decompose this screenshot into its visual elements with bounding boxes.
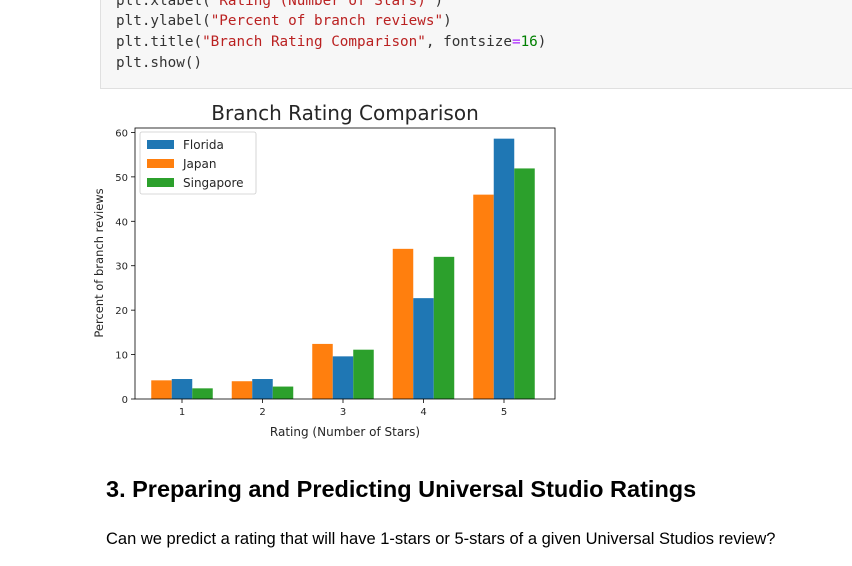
x-tick-label: 4 (420, 407, 426, 418)
code-token: ) (443, 13, 452, 29)
y-tick-label: 30 (115, 262, 128, 273)
y-axis-label: Percent of branch reviews (92, 188, 106, 337)
y-tick-label: 0 (122, 395, 128, 406)
chart-title: Branch Rating Comparison (211, 101, 479, 125)
code-token: ) (434, 0, 444, 9)
code-token: "Branch Rating Comparison" (202, 34, 426, 50)
code-token: "Percent of branch reviews" (210, 13, 444, 29)
plot-frame (134, 127, 556, 400)
code-token: plt.xlabel( (116, 0, 211, 9)
code-line: plt.ylabel("Percent of branch reviews") (116, 11, 452, 31)
y-tick-label: 20 (115, 306, 128, 317)
bar-japan-2 (231, 381, 253, 399)
y-tick-label: 40 (115, 217, 128, 228)
code-token: "Rating (Number of Stars)" (210, 0, 435, 9)
code-cell[interactable]: plt.xlabel("Rating (Number of Stars)") p… (100, 0, 852, 89)
section-heading: 3. Preparing and Predicting Universal St… (106, 476, 697, 502)
x-axis-label: Rating (Number of Stars) (270, 425, 420, 439)
legend-label-florida: Florida (183, 138, 224, 152)
legend-label-japan: Japan (182, 157, 216, 171)
bar-singapore-2 (272, 386, 294, 399)
x-tick-label: 2 (259, 407, 265, 418)
bar-florida-2 (252, 379, 273, 399)
x-tick-label: 3 (340, 407, 346, 418)
bar-japan-1 (151, 380, 172, 399)
code-token: plt.ylabel( (116, 13, 211, 29)
code-token: plt.title( (116, 34, 203, 50)
bar-florida-3 (332, 356, 354, 399)
code-token: plt.show() (116, 55, 203, 71)
bar-chart: Branch Rating Comparison 0 10 20 30 40 50 60 1 2 3… (92, 101, 556, 439)
bar-singapore-3 (353, 349, 374, 399)
legend-swatch-singapore (147, 178, 174, 187)
legend-swatch-japan (147, 159, 174, 168)
legend-swatch-florida (147, 140, 174, 149)
bar-japan-3 (312, 343, 333, 399)
bar-florida-5 (493, 138, 515, 399)
x-tick-label: 5 (501, 407, 507, 418)
code-token: 16 (520, 34, 538, 50)
bar-japan-4 (392, 248, 414, 399)
code-token: ) (537, 34, 547, 50)
section-paragraph: Can we predict a rating that will have 1… (106, 530, 776, 548)
bar-singapore-4 (433, 256, 455, 399)
chart-output: Branch Rating Comparison 0 10 20 30 40 50 60 1 2 3… (85, 95, 575, 445)
bar-japan-5 (473, 194, 494, 399)
bar-florida-4 (413, 298, 434, 399)
code-line: plt.show() (116, 53, 202, 73)
code-token: , fontsize (425, 34, 512, 50)
legend-label-singapore: Singapore (183, 176, 244, 190)
x-tick-label: 1 (179, 407, 185, 418)
code-line: plt.title("Branch Rating Comparison", fo… (116, 32, 546, 52)
y-tick-label: 60 (115, 128, 128, 139)
y-tick-label: 50 (115, 173, 128, 184)
bar-florida-1 (171, 379, 193, 399)
code-line: plt.xlabel("Rating (Number of Stars)") (116, 0, 443, 11)
y-tick-label: 10 (115, 351, 128, 362)
bar-singapore-5 (514, 168, 535, 399)
code-token: = (511, 34, 521, 50)
bar-singapore-1 (192, 388, 213, 399)
